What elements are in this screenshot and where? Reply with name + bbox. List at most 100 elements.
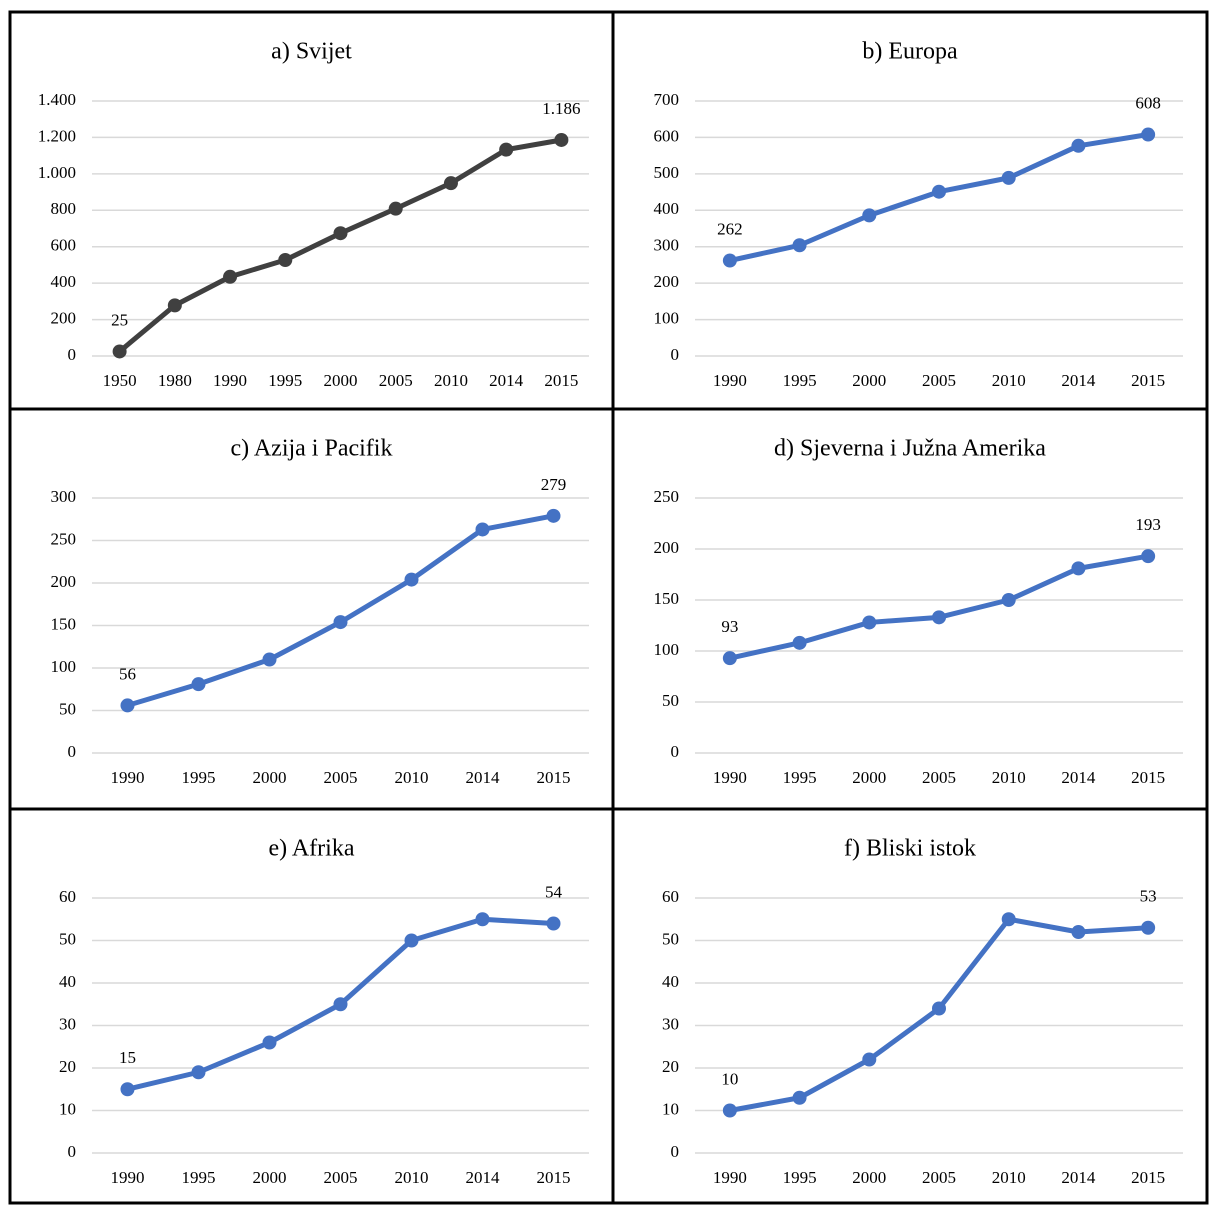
panel-border [611, 407, 1209, 811]
point [792, 238, 807, 253]
x-tick-label: 2014 [1061, 371, 1096, 390]
y-tick-label: 100 [654, 308, 680, 327]
y-tick-label: 150 [654, 589, 680, 608]
y-tick-label: 0 [671, 345, 680, 364]
x-tick-label: 2014 [466, 768, 501, 787]
x-tick-label: 2005 [922, 1168, 956, 1187]
data-label: 93 [721, 617, 738, 636]
x-tick-label: 2015 [1131, 371, 1165, 390]
point [278, 253, 293, 268]
y-tick-label: 200 [654, 538, 680, 557]
point [404, 933, 419, 948]
x-tick-label: 2015 [537, 1168, 571, 1187]
y-tick-label: 20 [662, 1057, 679, 1076]
x-tick-label: 2015 [1131, 1168, 1165, 1187]
y-tick-label: 200 [51, 308, 77, 327]
point [932, 184, 946, 199]
point [191, 677, 206, 692]
x-tick-label: 1990 [111, 1168, 145, 1187]
panel-border [611, 807, 1209, 1205]
chart-panel: d) Sjeverna i Južna Amerika 0 50 100 150 200 2… [611, 407, 1209, 811]
panel-border [8, 407, 615, 811]
y-tick-label: 50 [662, 929, 679, 948]
point [1001, 912, 1016, 927]
chart-title: d) Sjeverna i Južna Amerika [774, 436, 1046, 462]
x-tick-label: 2005 [922, 371, 956, 390]
y-tick-label: 400 [51, 272, 77, 291]
x-tick-label: 2010 [395, 1168, 429, 1187]
x-tick-label: 2005 [324, 768, 358, 787]
point [722, 1103, 737, 1118]
x-tick-label: 2000 [253, 1168, 287, 1187]
y-tick-label: 50 [59, 929, 76, 948]
y-tick-label: 10 [662, 1099, 679, 1118]
x-tick-label: 2015 [1131, 768, 1165, 787]
y-tick-label: 300 [654, 236, 680, 255]
x-tick-label: 2000 [253, 768, 287, 787]
point [1001, 593, 1016, 607]
chart-panel: a) Svijet 0 200 400 600 800 1.000 1.200 1.400 195… [8, 10, 615, 411]
x-tick-label: 1990 [713, 371, 747, 390]
x-tick-label: 2010 [992, 371, 1026, 390]
y-tick-label: 700 [654, 90, 680, 109]
x-tick-label: 2000 [324, 371, 358, 390]
point [792, 635, 807, 650]
y-tick-label: 20 [59, 1057, 76, 1076]
x-tick-label: 1990 [111, 768, 145, 787]
chart-title: f) Bliski istok [844, 836, 976, 862]
chart-panel: b) Europa 0 100 200 300 400 500 600 700 1990 1995 2… [611, 10, 1209, 411]
y-tick-label: 250 [51, 529, 77, 548]
data-label: 53 [1140, 887, 1157, 906]
data-label: 193 [1135, 515, 1161, 534]
x-tick-label: 2015 [544, 371, 578, 390]
line [126, 513, 554, 708]
x-tick-label: 2010 [992, 768, 1026, 787]
x-tick-label: 2000 [852, 768, 886, 787]
point [475, 522, 490, 537]
point [862, 615, 877, 630]
point [792, 1090, 807, 1105]
data-label: 25 [111, 310, 128, 329]
y-tick-label: 100 [654, 640, 680, 659]
point [1141, 920, 1156, 935]
point [1141, 549, 1156, 564]
x-tick-label: 1950 [103, 371, 137, 390]
point [1001, 170, 1016, 185]
y-tick-label: 30 [662, 1014, 679, 1033]
data-label: 262 [717, 219, 743, 238]
y-tick-label: 800 [51, 199, 77, 218]
x-tick-label: 1995 [182, 1168, 216, 1187]
chart-title: a) Svijet [271, 39, 352, 65]
x-tick-label: 1995 [182, 768, 216, 787]
point [932, 1001, 946, 1016]
point [1141, 127, 1156, 142]
x-tick-label: 2010 [395, 768, 429, 787]
x-tick-label: 2000 [852, 1168, 886, 1187]
chart-title: b) Europa [862, 39, 958, 65]
point [862, 1052, 877, 1067]
data-label: 1.186 [542, 99, 580, 118]
x-tick-label: 1995 [783, 371, 817, 390]
x-tick-label: 2005 [922, 768, 956, 787]
x-tick-label: 2015 [537, 768, 571, 787]
point [333, 615, 348, 630]
point [1071, 561, 1086, 576]
x-tick-label: 1995 [783, 1168, 817, 1187]
panel-border [8, 807, 615, 1205]
x-tick-label: 1995 [783, 768, 817, 787]
data-label: 15 [119, 1048, 136, 1067]
x-tick-label: 1990 [713, 1168, 747, 1187]
y-tick-label: 100 [51, 657, 77, 676]
y-tick-label: 400 [654, 199, 680, 218]
data-label: 608 [1135, 93, 1161, 112]
point [120, 1082, 135, 1097]
point [1071, 925, 1086, 939]
point [722, 651, 737, 666]
y-tick-label: 1.200 [38, 126, 76, 145]
point [546, 916, 561, 931]
point [167, 298, 182, 313]
y-tick-label: 600 [51, 236, 77, 255]
x-tick-label: 2010 [434, 371, 468, 390]
point [262, 1035, 277, 1050]
data-label: 10 [721, 1069, 738, 1088]
